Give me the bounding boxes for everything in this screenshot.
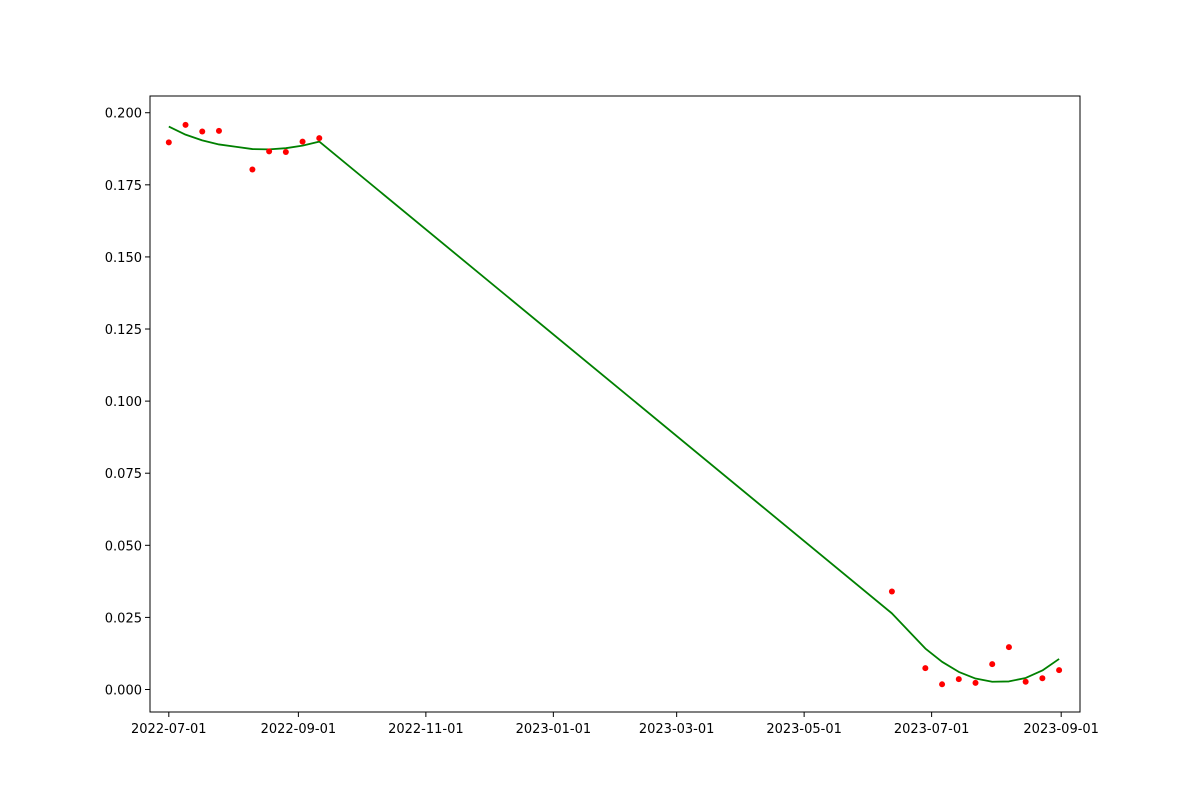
x-tick-label: 2022-09-01 <box>261 722 337 737</box>
scatter-point <box>182 121 189 128</box>
scatter-point <box>266 148 273 155</box>
y-tick-label: 0.175 <box>105 179 142 194</box>
scatter-point <box>1005 644 1012 651</box>
scatter-point <box>1056 667 1063 674</box>
x-tick-label: 2022-11-01 <box>388 722 464 737</box>
x-tick-label: 2023-05-01 <box>766 722 842 737</box>
scatter-point <box>165 139 172 146</box>
scatter-point <box>939 681 946 688</box>
scatter-point <box>922 665 929 672</box>
scatter-point <box>249 166 256 173</box>
plot-area: 2022-07-01 2022-09-01 2022-11-01 2023-01-01… <box>105 95 1099 737</box>
y-tick-label: 0.200 <box>105 107 142 122</box>
y-tick-label: 0.000 <box>105 684 142 699</box>
y-tick-label: 0.125 <box>105 323 142 338</box>
x-tick-label: 2023-07-01 <box>894 722 970 737</box>
y-tick-label: 0.100 <box>105 395 142 410</box>
scatter-point <box>888 588 895 595</box>
scatter-point <box>1022 678 1029 685</box>
scatter-point <box>972 679 979 686</box>
scatter-point <box>1039 675 1046 682</box>
y-axis: 0.000 0.025 0.050 0.075 0.100 0.125 0.150 0.175… <box>105 107 150 699</box>
x-tick-label: 2023-01-01 <box>516 722 592 737</box>
scatter-point <box>989 661 996 668</box>
y-tick-label: 0.075 <box>105 467 142 482</box>
scatter-point <box>215 127 222 134</box>
scatter-point <box>299 138 306 145</box>
y-tick-label: 0.025 <box>105 611 142 626</box>
x-tick-label: 2023-09-01 <box>1023 722 1099 737</box>
scatter-point <box>955 676 962 683</box>
axes-frame <box>149 95 1081 713</box>
x-axis: 2022-07-01 2022-09-01 2022-11-01 2023-01-01… <box>131 712 1099 737</box>
series-layer <box>165 121 1063 688</box>
y-tick-label: 0.050 <box>105 539 142 554</box>
x-tick-label: 2022-07-01 <box>131 722 207 737</box>
scatter-point <box>282 148 289 155</box>
x-tick-label: 2023-03-01 <box>639 722 715 737</box>
y-tick-label: 0.150 <box>105 251 142 266</box>
trend-line <box>168 125 1060 683</box>
scatter-point <box>199 128 206 135</box>
scatter-point <box>316 135 323 142</box>
